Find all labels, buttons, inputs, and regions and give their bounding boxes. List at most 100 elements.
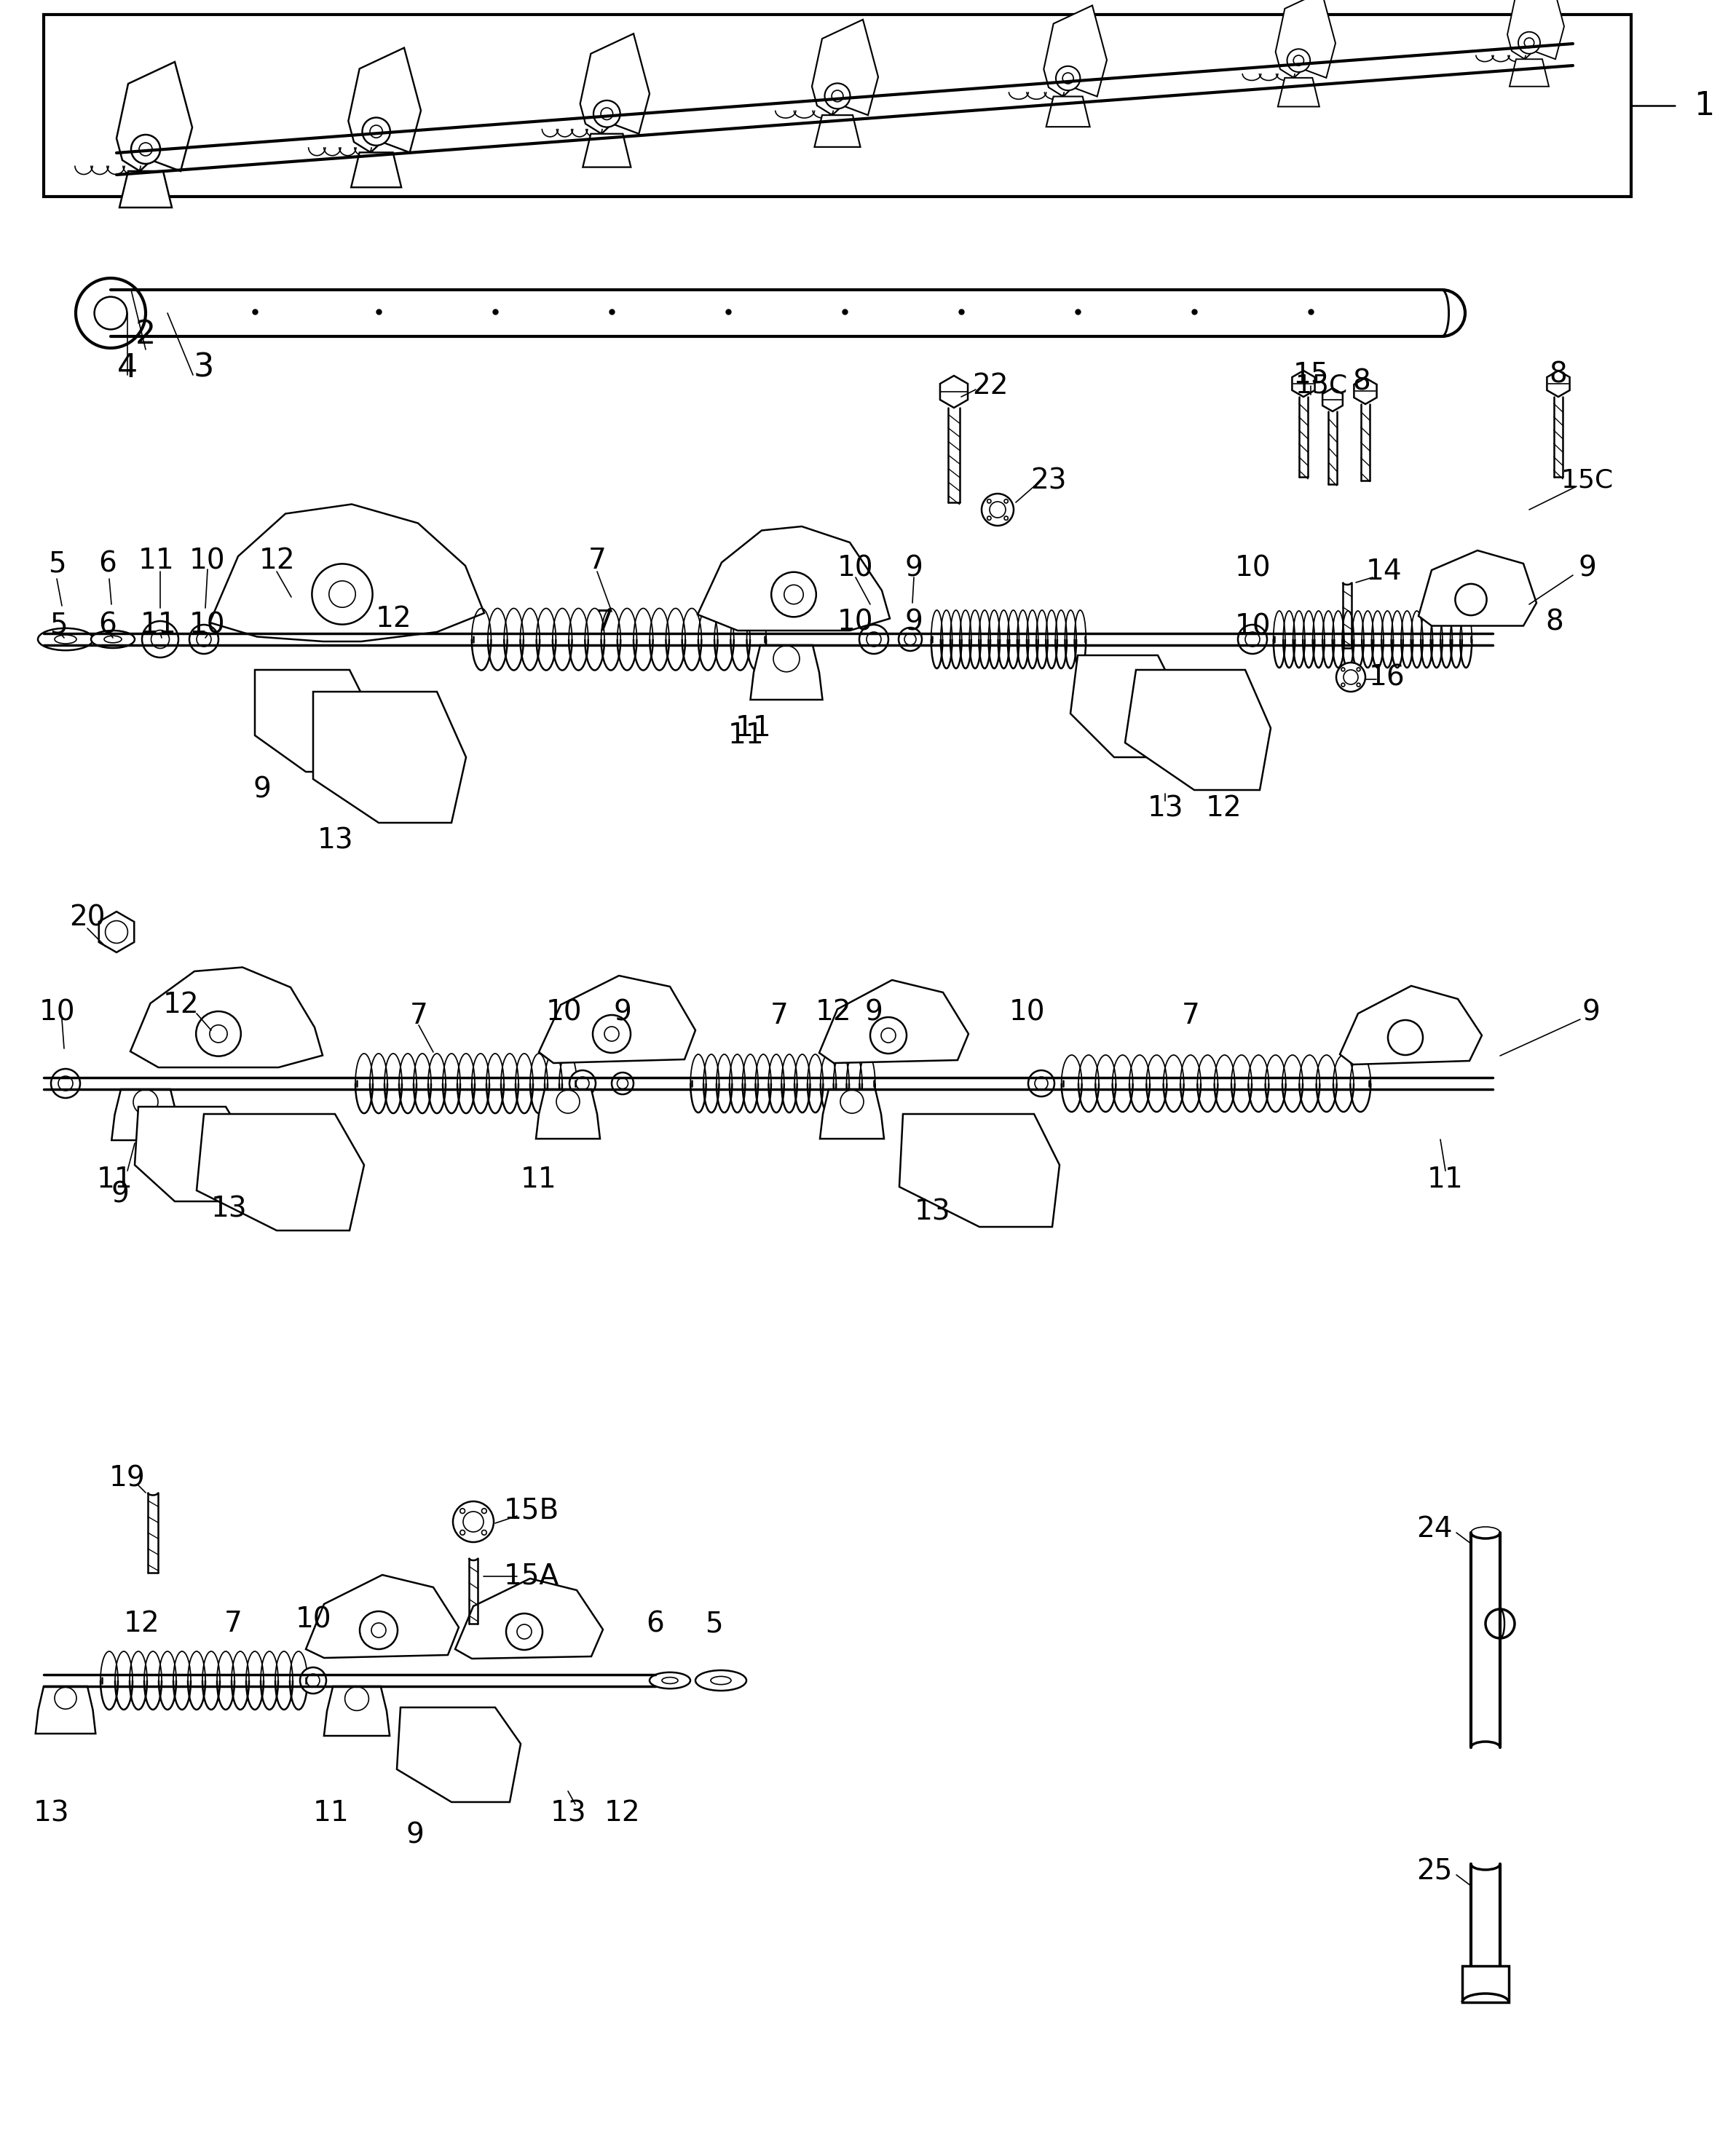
Text: 9: 9 xyxy=(904,553,924,581)
Circle shape xyxy=(189,624,219,654)
Polygon shape xyxy=(116,62,193,172)
Polygon shape xyxy=(1125,669,1271,789)
Circle shape xyxy=(363,118,391,146)
Circle shape xyxy=(151,631,170,648)
Bar xyxy=(43,15,1632,197)
Text: 10: 10 xyxy=(837,609,873,637)
Text: 11: 11 xyxy=(97,1165,134,1193)
Circle shape xyxy=(1358,682,1361,686)
Circle shape xyxy=(132,135,160,163)
Polygon shape xyxy=(819,1090,884,1139)
Circle shape xyxy=(882,1027,896,1042)
Text: 11: 11 xyxy=(1427,1165,1463,1193)
Circle shape xyxy=(981,493,1014,526)
Text: 7: 7 xyxy=(589,547,606,575)
Text: 13: 13 xyxy=(550,1800,587,1828)
Text: 14: 14 xyxy=(1366,558,1401,586)
Circle shape xyxy=(481,1508,486,1514)
Text: 12: 12 xyxy=(259,547,295,575)
Text: 9: 9 xyxy=(406,1821,424,1849)
Polygon shape xyxy=(698,526,891,631)
Polygon shape xyxy=(750,646,823,699)
Circle shape xyxy=(134,1090,158,1115)
Polygon shape xyxy=(538,976,696,1064)
Circle shape xyxy=(210,1025,227,1042)
Circle shape xyxy=(1003,500,1009,504)
Circle shape xyxy=(785,586,804,605)
Circle shape xyxy=(1524,39,1535,47)
Circle shape xyxy=(1286,49,1311,73)
Circle shape xyxy=(611,1072,634,1094)
Circle shape xyxy=(517,1624,531,1639)
Text: 10: 10 xyxy=(1009,997,1045,1025)
Text: 13: 13 xyxy=(318,828,352,856)
Ellipse shape xyxy=(696,1671,746,1690)
Text: 11: 11 xyxy=(139,547,175,575)
Polygon shape xyxy=(1043,6,1108,97)
Circle shape xyxy=(372,1624,385,1637)
Circle shape xyxy=(50,1068,80,1098)
Polygon shape xyxy=(1547,371,1569,397)
Text: 3: 3 xyxy=(193,352,214,384)
Text: 10: 10 xyxy=(295,1607,332,1634)
Circle shape xyxy=(592,1015,630,1053)
Polygon shape xyxy=(135,1107,248,1201)
Text: 22: 22 xyxy=(972,371,1009,399)
Polygon shape xyxy=(325,1686,389,1735)
Text: 10: 10 xyxy=(1234,553,1271,581)
Text: 11: 11 xyxy=(736,714,773,742)
Text: 9: 9 xyxy=(253,776,271,804)
Polygon shape xyxy=(1354,378,1377,403)
Polygon shape xyxy=(398,1707,521,1802)
Circle shape xyxy=(94,296,127,330)
Circle shape xyxy=(1342,667,1345,671)
Ellipse shape xyxy=(104,635,122,643)
Circle shape xyxy=(59,1077,73,1090)
Text: 20: 20 xyxy=(69,903,106,931)
Polygon shape xyxy=(814,116,861,148)
Ellipse shape xyxy=(90,631,135,648)
Polygon shape xyxy=(1418,551,1536,626)
Text: 12: 12 xyxy=(375,605,411,633)
Text: 10: 10 xyxy=(1234,611,1271,639)
Circle shape xyxy=(196,1010,241,1055)
Text: 11: 11 xyxy=(521,1165,557,1193)
Circle shape xyxy=(106,920,128,944)
Circle shape xyxy=(1358,667,1361,671)
Text: 12: 12 xyxy=(816,997,852,1025)
Polygon shape xyxy=(1507,0,1564,60)
Text: 12: 12 xyxy=(123,1611,160,1637)
Text: 9: 9 xyxy=(111,1180,128,1208)
Circle shape xyxy=(300,1667,326,1695)
Polygon shape xyxy=(819,980,969,1064)
Circle shape xyxy=(1344,669,1358,684)
Circle shape xyxy=(601,107,613,120)
Polygon shape xyxy=(111,1090,181,1141)
Text: 8: 8 xyxy=(1352,369,1371,397)
Text: 23: 23 xyxy=(1031,468,1066,493)
Text: 11: 11 xyxy=(312,1800,349,1828)
Polygon shape xyxy=(1047,97,1090,127)
Circle shape xyxy=(594,101,620,127)
Circle shape xyxy=(1035,1077,1049,1090)
Circle shape xyxy=(54,1688,76,1710)
Text: 7: 7 xyxy=(1182,1002,1200,1030)
Circle shape xyxy=(1003,517,1009,519)
Text: 15A: 15A xyxy=(503,1562,559,1589)
Ellipse shape xyxy=(710,1677,731,1684)
Polygon shape xyxy=(306,1574,458,1658)
Polygon shape xyxy=(941,375,967,408)
Polygon shape xyxy=(580,34,649,133)
Circle shape xyxy=(359,1611,398,1650)
Polygon shape xyxy=(210,504,484,641)
Circle shape xyxy=(312,564,373,624)
Text: 10: 10 xyxy=(189,611,226,639)
Circle shape xyxy=(988,517,991,519)
Circle shape xyxy=(142,622,179,659)
Circle shape xyxy=(576,1077,589,1090)
Text: 7: 7 xyxy=(771,1002,788,1030)
Text: 7: 7 xyxy=(224,1611,241,1637)
Text: 7: 7 xyxy=(410,1002,427,1030)
Circle shape xyxy=(307,1673,319,1686)
Circle shape xyxy=(859,624,889,654)
